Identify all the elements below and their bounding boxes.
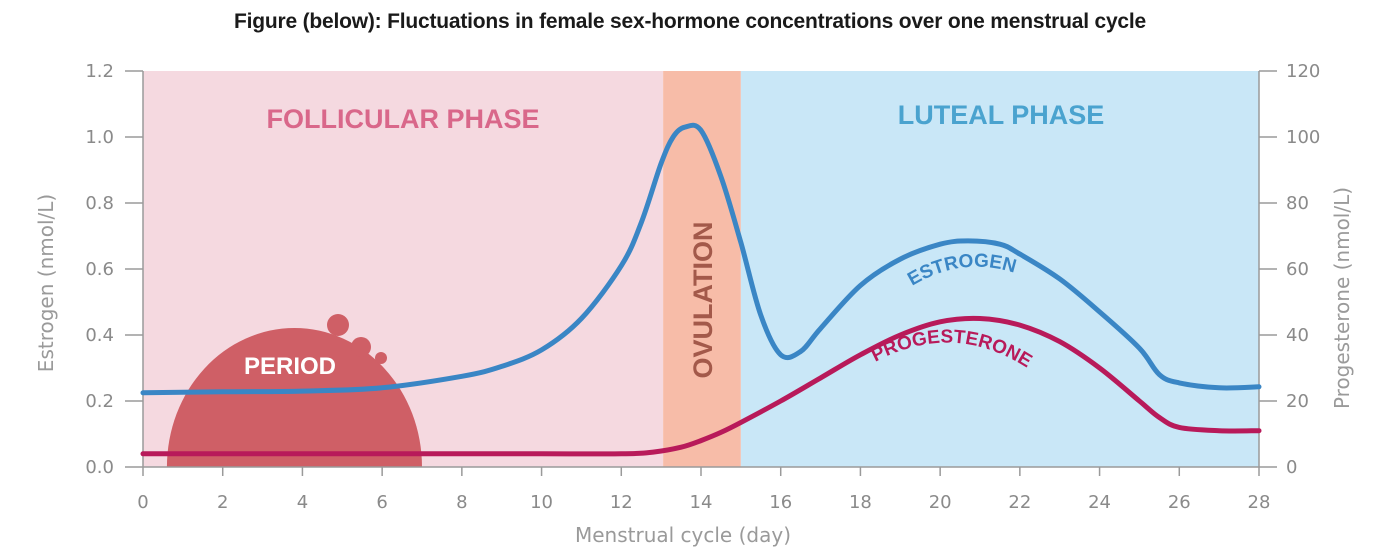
y-axis-right-title: Progesterone (nmol/L) — [1330, 187, 1354, 409]
y-left-tick-label: 0.8 — [85, 193, 114, 214]
period-label: PERIOD — [244, 353, 336, 380]
chart-title: Figure (below): Fluctuations in female s… — [233, 10, 1147, 33]
series-line-estrogen — [140, 122, 1262, 396]
phase-label-ovulation: OVULATION — [688, 222, 718, 379]
y-left-tick-label: 0.2 — [85, 391, 114, 412]
x-tick-label: 20 — [929, 492, 952, 513]
x-tick-label: 8 — [456, 492, 467, 513]
period-drop-2 — [351, 337, 371, 357]
y-right-tick-label: 0 — [1286, 457, 1297, 478]
y-right-tick-label: 120 — [1286, 61, 1320, 82]
period-drop-3 — [375, 352, 387, 364]
x-tick-label: 18 — [849, 492, 872, 513]
x-tick-label: 14 — [690, 492, 713, 513]
y-right-tick-label: 40 — [1286, 325, 1309, 346]
phase-label-follicular: FOLLICULAR PHASE — [267, 104, 540, 134]
x-tick-label: 4 — [297, 492, 308, 513]
y-left-tick-label: 1.2 — [85, 61, 114, 82]
x-tick-label: 22 — [1008, 492, 1031, 513]
x-tick-label: 28 — [1248, 492, 1271, 513]
period-drop-1 — [327, 314, 349, 336]
y-right-tick-label: 60 — [1286, 259, 1309, 280]
x-tick-label: 10 — [530, 492, 553, 513]
y-left-tick-label: 0.0 — [85, 457, 114, 478]
y-right-tick-label: 80 — [1286, 193, 1309, 214]
x-tick-label: 24 — [1088, 492, 1111, 513]
x-tick-label: 0 — [137, 492, 148, 513]
y-left-tick-label: 0.6 — [85, 259, 114, 280]
y-left-tick-label: 0.4 — [85, 325, 114, 346]
y-right-tick-label: 20 — [1286, 391, 1309, 412]
x-tick-label: 12 — [610, 492, 633, 513]
y-right-tick-label: 100 — [1286, 127, 1320, 148]
x-tick-label: 2 — [217, 492, 228, 513]
y-axis-left-title: Estrogen (nmol/L) — [34, 194, 58, 372]
x-tick-label: 6 — [376, 492, 387, 513]
phase-label-luteal: LUTEAL PHASE — [898, 100, 1105, 130]
series-line-progesterone — [140, 315, 1262, 457]
x-axis-title: Menstrual cycle (day) — [575, 523, 791, 547]
x-tick-label: 16 — [769, 492, 792, 513]
y-left-tick-label: 1.0 — [85, 127, 114, 148]
period-shape — [166, 328, 422, 467]
phase-band-luteal-phase — [740, 71, 1259, 467]
x-tick-label: 26 — [1168, 492, 1191, 513]
